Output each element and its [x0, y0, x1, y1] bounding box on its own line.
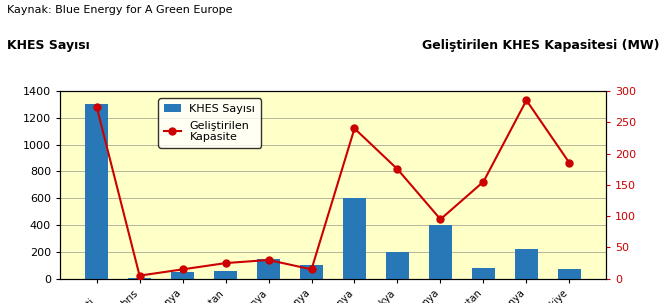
Bar — [85, 104, 109, 279]
Bar — [170, 272, 194, 279]
Bar — [515, 249, 538, 279]
Legend: KHES Sayısı, Geliştirilen
Kapasite: KHES Sayısı, Geliştirilen Kapasite — [159, 98, 261, 148]
Text: KHES Sayısı: KHES Sayısı — [7, 39, 89, 52]
Bar — [557, 269, 581, 279]
Bar — [429, 225, 452, 279]
Bar — [214, 271, 237, 279]
Bar — [386, 252, 410, 279]
Bar — [128, 278, 151, 279]
Bar — [472, 268, 496, 279]
Text: Kaynak: Blue Energy for A Green Europe: Kaynak: Blue Energy for A Green Europe — [7, 5, 232, 15]
Bar — [343, 198, 366, 279]
Text: Geliştirilen KHES Kapasitesi (MW): Geliştirilen KHES Kapasitesi (MW) — [422, 39, 659, 52]
Bar — [300, 265, 323, 279]
Bar — [256, 259, 280, 279]
